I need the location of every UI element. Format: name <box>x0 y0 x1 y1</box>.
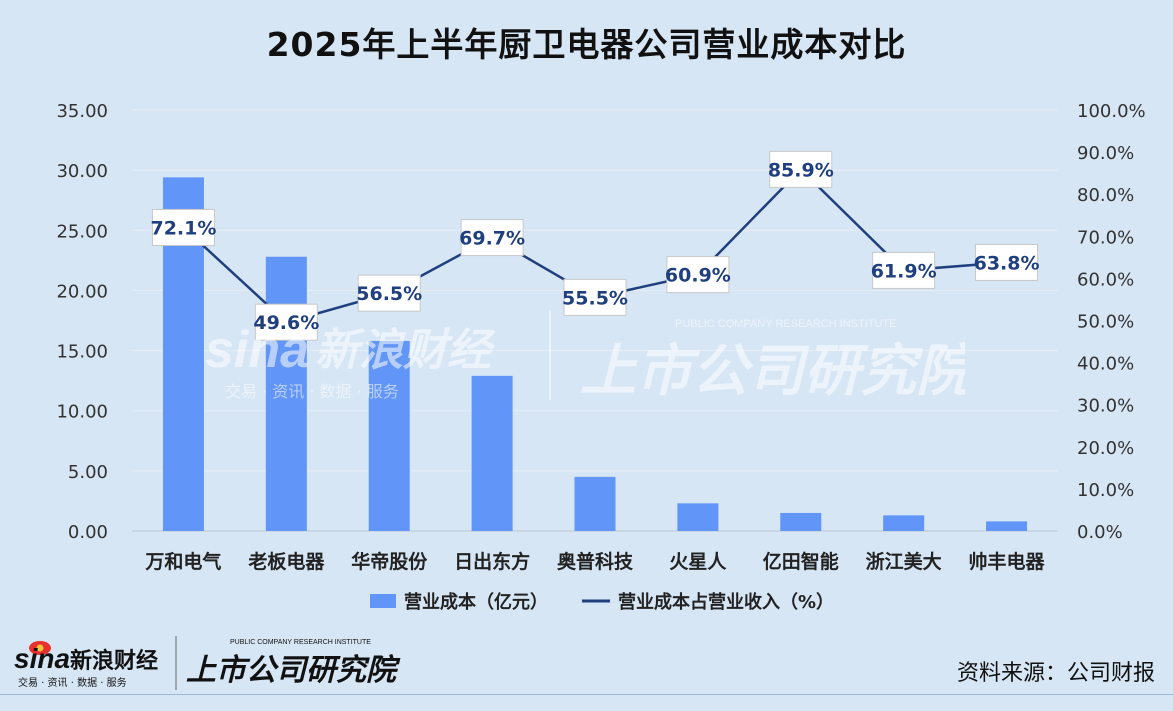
footer-brand-cn: 新浪财经 <box>70 648 158 674</box>
data-source: 资料来源：公司财报 <box>956 661 1155 686</box>
category-label: 奥普科技 <box>557 550 634 573</box>
footer-brand-latin: sina <box>14 643 70 674</box>
line-data-labels: 72.1% 49.6% 56.5% 69.7% 55.5% 60.9% 85.9% 61.9%… <box>150 150 1040 341</box>
right-tick-label: 80.0% <box>1077 185 1134 206</box>
bar <box>780 512 822 531</box>
left-tick-label: 0.00 <box>68 522 108 543</box>
right-tick-label: 0.0% <box>1077 522 1123 543</box>
right-tick-label: 10.0% <box>1077 480 1134 501</box>
data-label-box <box>975 243 1039 281</box>
data-label: 63.8% <box>974 252 1040 274</box>
data-label: 61.9% <box>871 260 937 282</box>
left-tick-label: 10.00 <box>56 402 108 423</box>
data-label: 69.7% <box>459 228 525 250</box>
data-label-box <box>460 219 524 257</box>
right-tick-label: 30.0% <box>1077 396 1134 417</box>
data-label-box <box>563 278 627 316</box>
right-tick-label: 60.0% <box>1077 269 1134 290</box>
footer-institute-en: PUBLIC COMPANY RESEARCH INSTITUTE <box>230 639 371 646</box>
chart-title: 2025年上半年厨卫电器公司营业成本对比 <box>266 25 907 64</box>
bar <box>883 515 925 531</box>
data-label: 72.1% <box>150 217 216 239</box>
bar <box>368 340 410 531</box>
category-labels: 万和电气 老板电器 华帝股份 日出东方 奥普科技 火星人 亿田智能 浙江美大 帅丰电器 <box>144 550 1045 573</box>
right-tick-label: 40.0% <box>1077 354 1134 375</box>
category-label: 日出东方 <box>454 550 530 573</box>
left-tick-label: 20.00 <box>56 281 108 302</box>
right-tick-label: 90.0% <box>1077 143 1134 164</box>
data-label: 55.5% <box>562 287 628 309</box>
category-label: 万和电气 <box>144 550 221 573</box>
bar <box>986 521 1028 531</box>
category-label: 浙江美大 <box>866 550 942 573</box>
data-label-box <box>151 208 215 246</box>
bar <box>471 375 513 531</box>
legend: 营业成本（亿元） 营业成本占营业收入（%） <box>370 591 834 613</box>
bar <box>265 256 307 531</box>
watermark-institute-cn: 上市公司研究院 <box>580 339 965 404</box>
right-axis-ticks: 0.0% 10.0% 20.0% 30.0% 40.0% 50.0% 60.0% 70.0% 8… <box>1077 101 1146 543</box>
watermark: sina 新浪财经 交易 · 资讯 · 数据 · 服务 PUBLIC COMPA… <box>205 310 965 404</box>
right-tick-label: 100.0% <box>1077 101 1146 122</box>
category-label: 火星人 <box>669 551 727 573</box>
watermark-brand-sub: 交易 · 资讯 · 数据 · 服务 <box>225 382 399 401</box>
legend-bar-swatch <box>370 594 396 608</box>
data-label: 85.9% <box>768 159 834 181</box>
watermark-brand-cn: 新浪财经 <box>315 325 496 376</box>
category-label: 老板电器 <box>248 550 325 573</box>
category-label: 帅丰电器 <box>969 550 1046 573</box>
watermark-brand-latin: sina <box>205 321 309 379</box>
data-label: 56.5% <box>356 283 422 305</box>
legend-bar-label: 营业成本（亿元） <box>404 591 548 613</box>
right-tick-label: 20.0% <box>1077 438 1134 459</box>
bar <box>574 476 616 531</box>
watermark-institute-en: PUBLIC COMPANY RESEARCH INSTITUTE <box>675 318 896 330</box>
left-tick-label: 25.00 <box>56 221 108 242</box>
data-label-box <box>357 274 421 312</box>
left-tick-label: 5.00 <box>68 462 108 483</box>
legend-line-label: 营业成本占营业收入（%） <box>618 591 834 613</box>
right-tick-label: 50.0% <box>1077 312 1134 333</box>
left-tick-label: 30.00 <box>56 161 108 182</box>
right-tick-label: 70.0% <box>1077 227 1134 248</box>
data-label: 60.9% <box>665 265 731 287</box>
data-label-box <box>254 303 318 341</box>
category-label: 亿田智能 <box>763 550 839 573</box>
sina-eye-icon <box>29 641 51 655</box>
data-label-box <box>872 251 936 289</box>
category-label: 华帝股份 <box>351 550 428 573</box>
footer-logo: sina 新浪财经 交易 · 资讯 · 数据 · 服务 PUBLIC COMPA… <box>14 636 401 690</box>
left-axis-ticks: 0.00 5.00 10.00 15.00 20.00 25.00 30.00 35.00 <box>56 101 108 543</box>
data-label: 49.6% <box>253 312 319 334</box>
footer-institute-cn: 上市公司研究院 <box>186 653 401 688</box>
left-tick-label: 35.00 <box>56 101 108 122</box>
bar <box>677 503 719 531</box>
footer-divider <box>0 694 1173 695</box>
data-label-box <box>769 150 833 188</box>
left-tick-label: 15.00 <box>56 342 108 363</box>
data-label-box <box>666 256 730 294</box>
footer-brand-sub: 交易 · 资讯 · 数据 · 服务 <box>18 676 127 689</box>
